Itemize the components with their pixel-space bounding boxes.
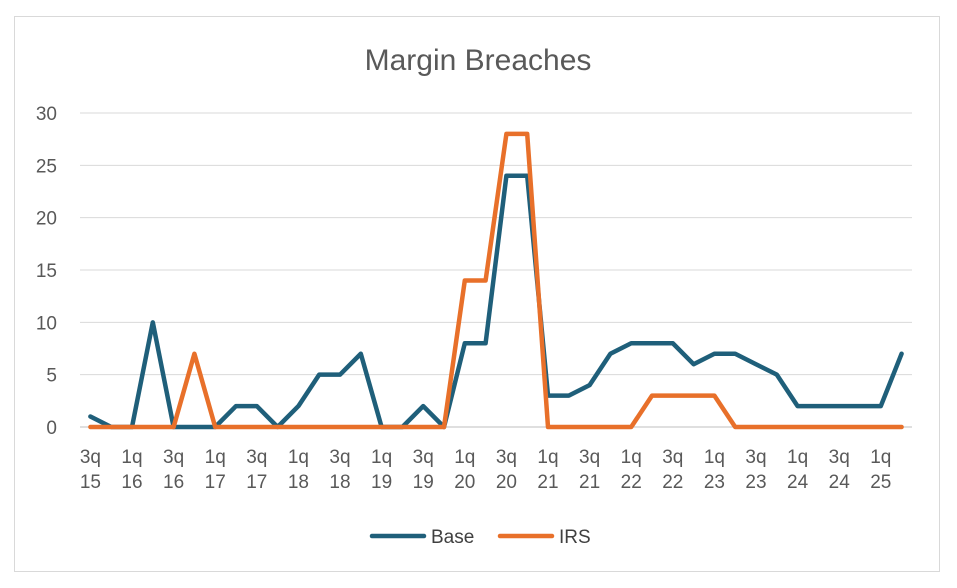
series-lines [88,131,904,430]
x-tick-label: 3q 17 [246,447,267,493]
x-tick-label: 3q 16 [163,447,184,493]
y-tick-label: 15 [36,261,57,282]
x-tick-label: 3q 19 [413,447,434,493]
x-axis-tick-labels: 3q 15 1q 16 3q 16 1q 17 3q 17 1q 18 3q 18 1q 19 3q 19 1q 20… [80,447,892,493]
x-tick-label: 3q 15 [80,447,101,493]
x-tick-label: 1q 21 [537,447,558,493]
x-tick-label: 1q 24 [787,447,809,493]
x-tick-label: 1q 20 [454,447,475,493]
x-tick-label: 1q 18 [288,447,309,493]
y-axis-tick-labels: 0 5 10 15 20 25 30 [36,104,57,439]
x-tick-label: 3q 24 [829,447,851,493]
series-line-base [88,173,904,430]
y-tick-label: 0 [46,418,57,439]
x-tick-label: 3q 20 [496,447,517,493]
chart-frame [14,16,940,572]
x-tick-label: 3q 23 [745,447,766,493]
y-tick-label: 30 [36,104,57,125]
legend-label: IRS [559,527,591,548]
chart-title: Margin Breaches [365,44,592,77]
legend: Base IRS [369,527,591,548]
x-tick-label: 1q 19 [371,447,392,493]
x-tick-label: 1q 16 [121,447,142,493]
x-tick-label: 1q 22 [621,447,642,493]
y-tick-label: 25 [36,156,57,177]
x-tick-label: 1q 17 [205,447,226,493]
x-tick-label: 1q 25 [870,447,891,493]
y-tick-label: 20 [36,209,57,230]
y-tick-label: 10 [36,313,57,334]
series-line-irs [88,131,904,430]
x-tick-label: 1q 23 [704,447,725,493]
x-tick-label: 3q 21 [579,447,600,493]
y-tick-label: 5 [46,366,57,387]
x-tick-label: 3q 22 [662,447,683,493]
x-tick-label: 3q 18 [329,447,350,493]
legend-label: Base [431,527,474,548]
